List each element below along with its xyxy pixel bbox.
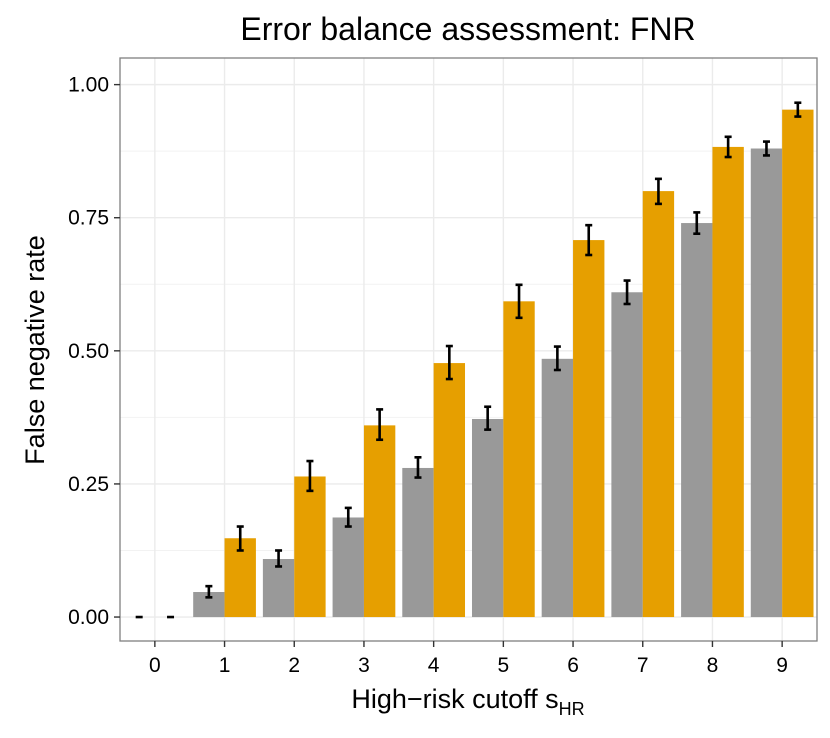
- chart-title: Error balance assessment: FNR: [240, 11, 695, 47]
- error-bar: [693, 211, 701, 235]
- y-tick-label: 0.25: [68, 473, 109, 496]
- bar: [503, 301, 535, 618]
- y-axis-ticks: 0.00 0.25 0.50 0.75 1.00: [68, 74, 120, 629]
- bar: [332, 517, 364, 618]
- x-axis-label: High−risk cutoff sHR: [351, 684, 584, 719]
- x-tick-label: 7: [637, 654, 649, 677]
- x-axis-ticks: 0 1 2 3 4 5 6 7 8 9: [149, 641, 788, 677]
- error-bar: [306, 459, 314, 493]
- y-tick-label: 0.75: [68, 207, 109, 230]
- error-bar: [623, 279, 631, 306]
- x-tick-label: 8: [707, 654, 719, 677]
- error-bar: [275, 549, 283, 568]
- bar: [712, 146, 744, 618]
- bar: [262, 559, 295, 618]
- error-bar: [794, 101, 802, 118]
- bar: [471, 418, 504, 618]
- x-axis-label-subscript: HR: [559, 699, 585, 719]
- error-bar: [236, 525, 244, 552]
- bar: [363, 425, 396, 618]
- y-tick-label: 1.00: [68, 74, 109, 97]
- x-tick-label: 2: [288, 654, 300, 677]
- error-bar: [585, 223, 593, 257]
- x-tick-label: 3: [358, 654, 370, 677]
- y-tick-label: 0.00: [68, 606, 109, 629]
- bar: [541, 358, 574, 618]
- y-tick-label: 0.50: [68, 340, 109, 363]
- error-bar: [553, 345, 561, 372]
- x-tick-label: 1: [219, 654, 231, 677]
- x-axis-label-main: High−risk cutoff s: [351, 684, 558, 714]
- bar: [294, 476, 326, 618]
- x-tick-label: 6: [567, 654, 579, 677]
- bar: [642, 191, 675, 618]
- plot-border: [119, 57, 818, 642]
- error-bar: [654, 177, 662, 206]
- bar: [782, 109, 814, 618]
- error-bars: [135, 101, 802, 619]
- bar: [750, 148, 783, 618]
- error-bar: [205, 584, 213, 599]
- x-tick-label: 4: [428, 654, 440, 677]
- bar: [433, 363, 466, 618]
- x-tick-label: 0: [149, 654, 161, 677]
- error-bar: [484, 405, 492, 431]
- bar: [681, 223, 713, 618]
- error-bar: [414, 456, 422, 479]
- bar: [402, 467, 434, 618]
- error-bar: [344, 506, 352, 528]
- error-bar: [762, 140, 770, 157]
- error-bar: [724, 135, 732, 159]
- bars: [193, 109, 814, 618]
- error-bar: [376, 408, 384, 442]
- bar: [573, 240, 605, 618]
- x-tick-label: 9: [776, 654, 788, 677]
- bar: [611, 292, 643, 618]
- error-bar: [515, 283, 523, 320]
- x-tick-label: 5: [498, 654, 510, 677]
- error-bar: [445, 344, 453, 381]
- y-axis-label: False negative rate: [20, 235, 50, 465]
